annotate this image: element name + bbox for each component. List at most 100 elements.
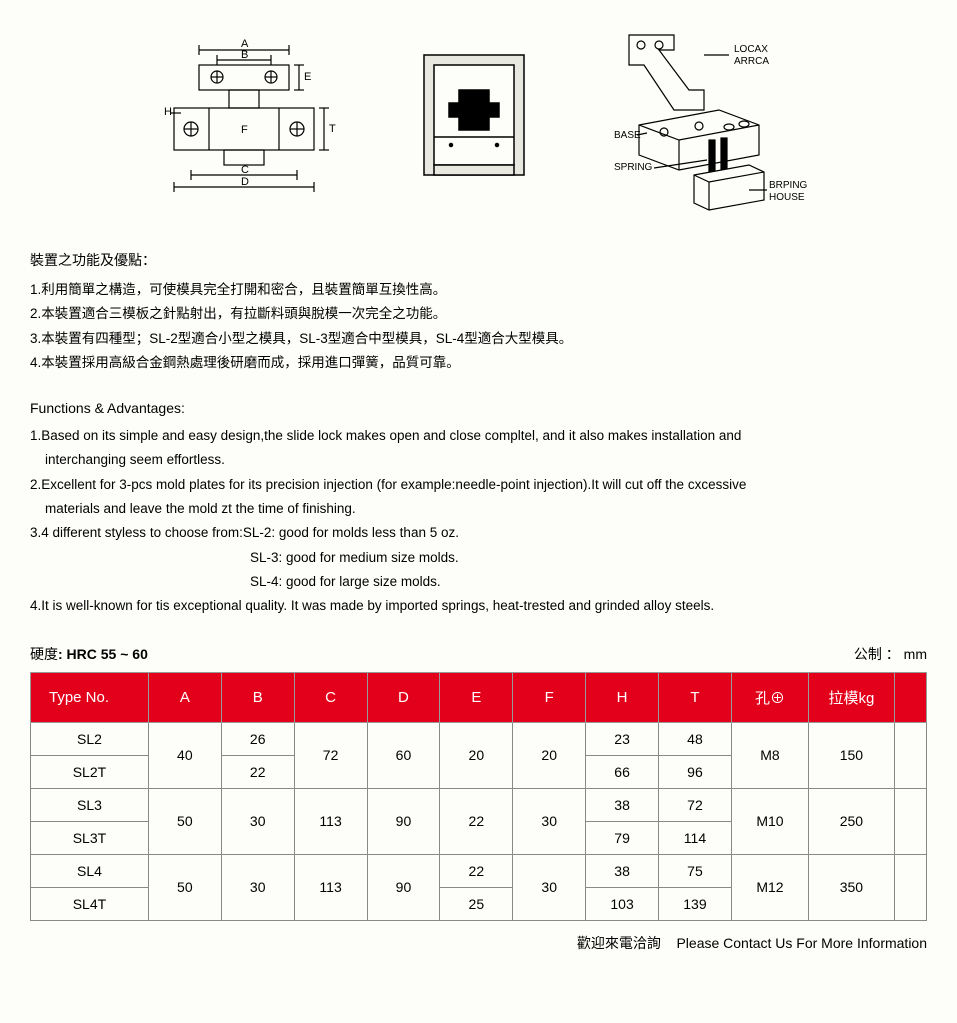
diagram-front [409,45,539,195]
en-item: interchanging seem effortless. [30,448,927,472]
col-header: D [367,672,440,722]
cell: 90 [367,788,440,854]
table-row: SL3 50 30 113 90 22 30 38 72 M10 250 [31,788,927,821]
en-title: Functions & Advantages: [30,400,927,416]
zh-title: 裝置之功能及優點： [30,250,927,270]
en-item: 2.Excellent for 3-pcs mold plates for it… [30,473,927,497]
zh-item: 4.本裝置採用高級合金鋼熱處理後研磨而成，採用進口彈簧，品質可靠。 [30,351,927,375]
cell: 38 [586,854,659,887]
cell: 96 [659,755,732,788]
zh-item: 1.利用簡單之構造，可使模具完全打開和密合，且裝置簡單互換性高。 [30,278,927,302]
cell: 30 [513,788,586,854]
svg-text:SPRING: SPRING [614,162,653,173]
cell: 72 [294,722,367,788]
cell: SL3 [31,788,149,821]
cell: 30 [513,854,586,920]
cell: 48 [659,722,732,755]
cell: 50 [148,854,221,920]
footer: 歡迎來電洽詢 Please Contact Us For More Inform… [30,933,927,953]
cell: SL4 [31,854,149,887]
svg-text:F: F [241,124,248,136]
footer-en: Please Contact Us For More Information [676,935,927,951]
svg-text:D: D [241,176,249,188]
cell: 30 [221,854,294,920]
svg-text:C: C [241,164,249,176]
cell: 250 [809,788,895,854]
zh-item: 2.本裝置適合三模板之針點射出，有拉斷料頭與脫模一次完全之功能。 [30,302,927,326]
svg-text:BASE: BASE [614,130,641,141]
col-header: Type No. [31,672,149,722]
cell: 40 [148,722,221,788]
cell: 72 [659,788,732,821]
cell: SL3T [31,821,149,854]
col-header: E [440,672,513,722]
svg-text:HOUSE: HOUSE [769,192,805,203]
svg-text:BRPING: BRPING [769,180,808,191]
en-list: 1.Based on its simple and easy design,th… [30,424,927,618]
zh-list: 1.利用簡單之構造，可使模具完全打開和密合，且裝置簡單互換性高。 2.本裝置適合… [30,278,927,375]
svg-text:H: H [164,106,172,118]
col-header: 拉模kg [809,672,895,722]
svg-text:ARRCA: ARRCA [734,56,769,67]
col-header [894,672,926,722]
footer-zh: 歡迎來電洽詢 [577,935,661,951]
cell: 22 [221,755,294,788]
col-header: B [221,672,294,722]
zh-item: 3.本裝置有四種型；SL-2型適合小型之模具，SL-3型適合中型模具，SL-4型… [30,327,927,351]
hardness-label: 硬度: HRC 55 ~ 60 [30,644,148,664]
cell: M10 [731,788,808,854]
cell: 66 [586,755,659,788]
diagram-dimensional: A B E H F T [129,25,359,215]
cell: 103 [586,887,659,920]
col-header: C [294,672,367,722]
cell: 38 [586,788,659,821]
cell: 150 [809,722,895,788]
svg-text:B: B [241,49,248,61]
en-item: 4.It is well-known for tis exceptional q… [30,594,927,618]
table-meta-row: 硬度: HRC 55 ~ 60 公制 ： mm [30,644,927,664]
cell: 30 [221,788,294,854]
en-item: SL-4: good for large size molds. [30,570,927,594]
table-row: SL4 50 30 113 90 22 30 38 75 M12 350 [31,854,927,887]
en-item: SL-3: good for medium size molds. [30,546,927,570]
cell: 90 [367,854,440,920]
cell: 75 [659,854,732,887]
svg-text:LOCAX: LOCAX [734,44,768,55]
cell: 22 [440,854,513,887]
cell: 22 [440,788,513,854]
col-header: A [148,672,221,722]
cell: M12 [731,854,808,920]
en-item: 3.4 different styless to choose from:SL-… [30,521,927,545]
cell [894,788,926,854]
svg-text:T: T [329,123,336,135]
cell: SL2 [31,722,149,755]
unit-label: 公制 ： mm [854,644,927,664]
cell: 113 [294,854,367,920]
cell: 26 [221,722,294,755]
cell: 350 [809,854,895,920]
en-item: materials and leave the mold zt the time… [30,497,927,521]
col-header: 孔⊕ [731,672,808,722]
cell: M8 [731,722,808,788]
cell: 113 [294,788,367,854]
cell: 79 [586,821,659,854]
col-header: T [659,672,732,722]
col-header: F [513,672,586,722]
cell: 60 [367,722,440,788]
cell: 25 [440,887,513,920]
diagram-row: A B E H F T [30,20,927,220]
spec-table: Type No. A B C D E F H T 孔⊕ 拉模kg SL2 40 … [30,672,927,921]
svg-text:E: E [304,71,311,83]
cell: 50 [148,788,221,854]
cell: 20 [513,722,586,788]
cell: 23 [586,722,659,755]
en-item: 1.Based on its simple and easy design,th… [30,424,927,448]
diagram-iso: LOCAX ARRCA BASE SPRING BRPING HOU [589,20,829,220]
col-header: H [586,672,659,722]
cell: SL4T [31,887,149,920]
cell: 139 [659,887,732,920]
cell: SL2T [31,755,149,788]
cell: 20 [440,722,513,788]
cell [894,854,926,920]
table-header-row: Type No. A B C D E F H T 孔⊕ 拉模kg [31,672,927,722]
